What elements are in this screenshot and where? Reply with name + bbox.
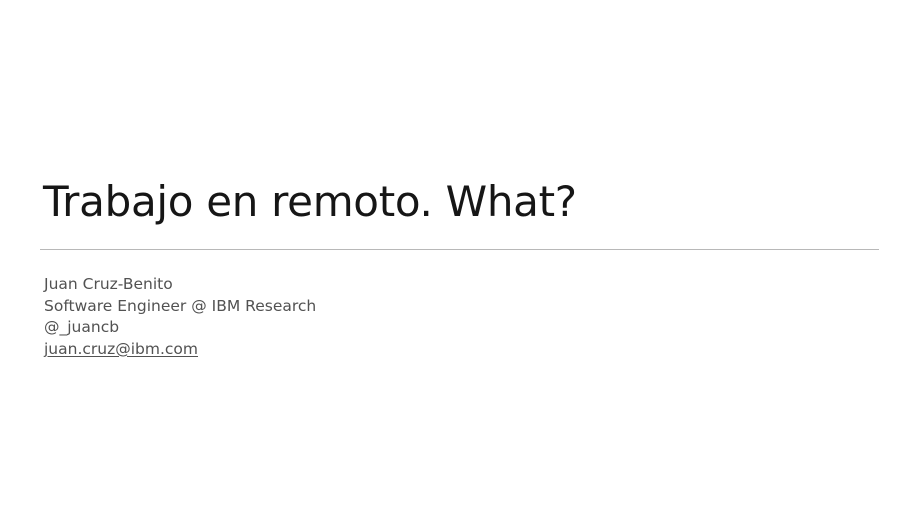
slide-title: Trabajo en remoto. What?: [43, 177, 577, 226]
author-role: Software Engineer @ IBM Research: [44, 296, 317, 315]
author-info: Juan Cruz-Benito Software Engineer @ IBM…: [44, 274, 316, 360]
author-name: Juan Cruz-Benito: [44, 275, 173, 293]
title-divider: [40, 249, 879, 250]
author-email-link[interactable]: juan.cruz@ibm.com: [44, 339, 199, 358]
author-handle: @_juancb: [44, 318, 120, 336]
